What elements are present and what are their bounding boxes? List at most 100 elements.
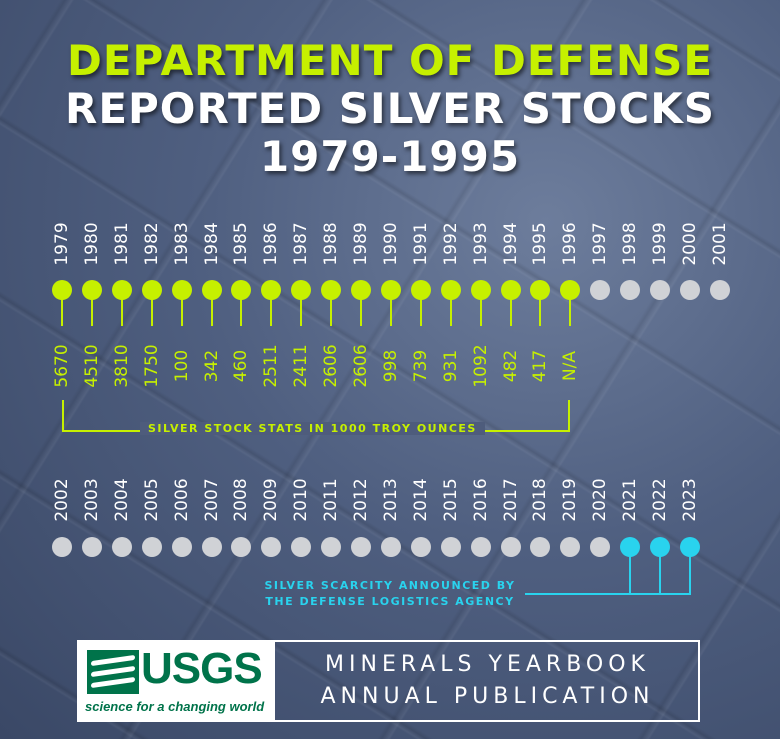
year-label: 1979: [52, 222, 72, 266]
timeline-stem: [539, 298, 542, 326]
stock-value: 5670: [52, 344, 72, 388]
timeline-dot: [679, 280, 700, 300]
year-label: 1998: [620, 222, 641, 266]
year-label: 2005: [141, 478, 162, 522]
year-label: 1996: [560, 222, 581, 266]
year-label: 2015: [440, 478, 461, 522]
timeline-dot: [410, 280, 431, 300]
timeline-dot: [560, 280, 581, 300]
timeline-dot: [590, 537, 611, 557]
timeline-dot: [650, 537, 670, 557]
timeline-dot: [410, 537, 431, 557]
year-label: 1991: [410, 222, 431, 266]
year-label: 2014: [410, 478, 431, 522]
timeline-dot: [231, 537, 252, 557]
stock-value: 931: [440, 349, 461, 383]
year-label: 2023: [679, 478, 700, 522]
timeline-stem: [360, 298, 362, 326]
stock-value: 4510: [81, 344, 102, 388]
year-label: 1997: [590, 222, 611, 266]
stock-value: 2606: [351, 344, 371, 388]
timeline-stem: [419, 298, 422, 326]
timeline-dot: [291, 537, 312, 557]
year-label: 2022: [650, 478, 670, 522]
year-label: 2021: [620, 478, 641, 522]
timeline-stem: [180, 298, 183, 326]
timeline-stem: [569, 298, 572, 326]
year-label: 2003: [81, 478, 102, 522]
year-label: 1987: [291, 222, 312, 266]
scarcity-label: SILVER SCARCITY ANNOUNCED BY THE DEFENSE…: [250, 578, 530, 610]
scarcity-connector-stem: [659, 555, 661, 595]
timeline-dot: [380, 280, 401, 300]
timeline-dot: [500, 280, 521, 300]
year-label: 1990: [380, 222, 401, 266]
year-label: 2012: [351, 478, 371, 522]
year-label: 1992: [440, 222, 461, 266]
year-label: 2013: [380, 478, 401, 522]
year-label: 2008: [231, 478, 252, 522]
publication-subtitle: ANNUAL PUBLICATION: [320, 684, 655, 709]
timeline-dot: [201, 537, 222, 557]
stock-value: 3810: [111, 344, 132, 388]
year-label: 2020: [590, 478, 611, 522]
year-label: 2006: [171, 478, 192, 522]
year-label: 2019: [560, 478, 581, 522]
timeline-dot: [261, 280, 282, 300]
scarcity-label-line-2: THE DEFENSE LOGISTICS AGENCY: [265, 595, 515, 608]
scarcity-connector-stem: [688, 555, 691, 595]
year-label: 1982: [141, 222, 162, 266]
timeline-stem: [120, 298, 123, 326]
timeline-dot: [530, 537, 551, 557]
year-label: 2011: [321, 478, 342, 522]
timeline-dot: [201, 280, 222, 300]
timeline-stem: [90, 298, 93, 326]
timeline-dot: [141, 280, 162, 300]
timeline-stem: [240, 298, 243, 326]
stock-value: 2511: [261, 344, 282, 388]
timeline-dot: [620, 537, 641, 557]
timeline-dot: [52, 537, 72, 557]
year-label: 1981: [111, 222, 132, 266]
year-label: 1989: [351, 222, 371, 266]
stock-value: 342: [201, 349, 222, 383]
usgs-logo: USGS science for a changing world: [79, 642, 275, 720]
stock-value: 460: [231, 349, 252, 383]
timeline-dot: [380, 537, 401, 557]
stock-value: 1750: [141, 344, 162, 388]
stock-value: 417: [530, 349, 551, 383]
timeline-dot: [321, 280, 342, 300]
stock-value: 482: [500, 349, 521, 383]
stock-value: N/A: [560, 350, 581, 382]
timeline-dot: [52, 280, 72, 300]
timeline-dot: [500, 537, 521, 557]
timeline-dot: [590, 280, 611, 300]
timeline-dot: [470, 280, 491, 300]
year-label: 2009: [261, 478, 282, 522]
year-label: 1999: [650, 222, 670, 266]
stock-value: 739: [410, 349, 431, 383]
stats-bracket-label: SILVER STOCK STATS IN 1000 TROY OUNCES: [140, 422, 485, 435]
stock-value: 2606: [321, 344, 342, 388]
year-label: 2010: [291, 478, 312, 522]
timeline-dot: [231, 280, 252, 300]
year-label: 2004: [111, 478, 132, 522]
timeline-stem: [61, 298, 63, 326]
timeline-dot: [81, 537, 102, 557]
timeline-dot: [81, 280, 102, 300]
usgs-logo-text: USGS: [141, 644, 263, 693]
year-label: 2000: [679, 222, 700, 266]
year-label: 2001: [709, 222, 730, 266]
scarcity-connector-stem: [629, 555, 632, 595]
year-label: 2002: [52, 478, 72, 522]
stock-value: 998: [380, 349, 401, 383]
timeline-dot: [351, 537, 371, 557]
title-line-2: REPORTED SILVER STOCKS: [64, 84, 716, 133]
timeline-dot: [111, 537, 132, 557]
year-label: 1994: [500, 222, 521, 266]
year-label: 1980: [81, 222, 102, 266]
footer-banner: USGS science for a changing world MINERA…: [77, 640, 700, 722]
timeline-dot: [650, 280, 670, 300]
title-line-1: DEPARTMENT OF DEFENSE: [66, 36, 714, 85]
